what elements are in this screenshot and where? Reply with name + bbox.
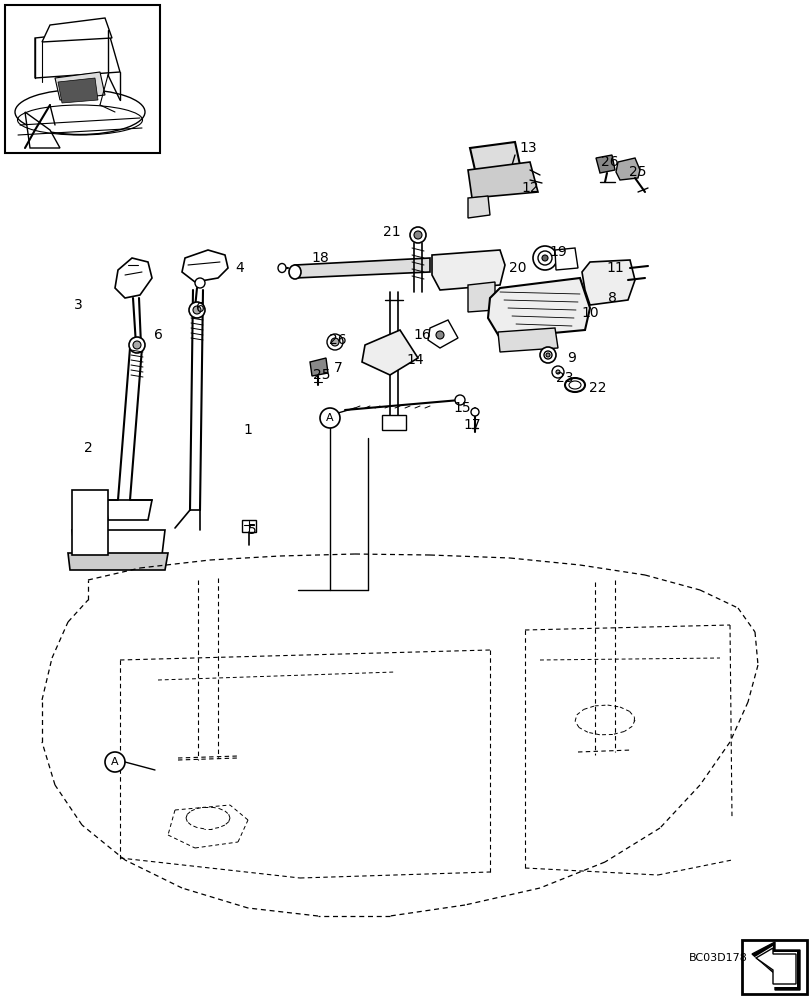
Text: 2: 2: [84, 441, 92, 455]
Text: 14: 14: [406, 353, 423, 367]
Ellipse shape: [289, 265, 301, 279]
Circle shape: [331, 338, 338, 346]
Polygon shape: [554, 248, 577, 270]
Polygon shape: [115, 258, 152, 298]
Circle shape: [543, 351, 551, 359]
Polygon shape: [105, 500, 152, 520]
Circle shape: [538, 251, 551, 265]
Polygon shape: [35, 30, 120, 78]
Polygon shape: [68, 553, 168, 570]
Polygon shape: [487, 278, 590, 338]
Circle shape: [551, 366, 564, 378]
Text: BC03D178: BC03D178: [688, 953, 746, 963]
Polygon shape: [72, 490, 108, 555]
Text: 19: 19: [548, 245, 566, 259]
Ellipse shape: [564, 378, 584, 392]
Text: A: A: [326, 413, 333, 423]
Polygon shape: [467, 282, 495, 312]
Text: 7: 7: [333, 361, 342, 375]
Text: 4: 4: [235, 261, 244, 275]
Ellipse shape: [15, 90, 145, 135]
Text: 12: 12: [521, 181, 539, 195]
Polygon shape: [581, 260, 634, 305]
Text: 16: 16: [413, 328, 431, 342]
Polygon shape: [467, 162, 538, 198]
Polygon shape: [242, 520, 255, 532]
Circle shape: [470, 408, 478, 416]
Text: 6: 6: [195, 301, 204, 315]
Polygon shape: [427, 320, 457, 348]
Text: 6: 6: [153, 328, 162, 342]
Circle shape: [556, 370, 560, 374]
Circle shape: [436, 331, 444, 339]
Circle shape: [414, 231, 422, 239]
Text: 8: 8: [607, 291, 616, 305]
Polygon shape: [294, 258, 430, 278]
Circle shape: [541, 255, 547, 261]
Circle shape: [539, 347, 556, 363]
Polygon shape: [751, 942, 799, 990]
Text: 1: 1: [243, 423, 252, 437]
Bar: [5, 5, 160, 153]
Polygon shape: [595, 155, 614, 173]
Polygon shape: [55, 72, 105, 100]
Text: 18: 18: [311, 251, 328, 265]
Text: 23: 23: [556, 371, 573, 385]
Text: 9: 9: [567, 351, 576, 365]
Circle shape: [195, 278, 204, 288]
Polygon shape: [467, 196, 489, 218]
Circle shape: [105, 752, 125, 772]
Polygon shape: [362, 330, 418, 375]
Polygon shape: [310, 358, 328, 376]
Polygon shape: [754, 946, 796, 987]
Polygon shape: [58, 78, 98, 103]
Ellipse shape: [569, 381, 581, 389]
Circle shape: [410, 227, 426, 243]
Circle shape: [189, 302, 204, 318]
Polygon shape: [182, 250, 228, 282]
Circle shape: [545, 353, 549, 357]
Text: 17: 17: [462, 418, 480, 432]
Text: 13: 13: [518, 141, 536, 155]
Circle shape: [133, 341, 141, 349]
Polygon shape: [72, 530, 165, 555]
Circle shape: [454, 395, 465, 405]
Polygon shape: [470, 142, 519, 170]
Text: A: A: [111, 757, 118, 767]
Text: 15: 15: [453, 401, 470, 415]
Circle shape: [327, 334, 342, 350]
Ellipse shape: [277, 263, 285, 272]
Text: 25: 25: [629, 165, 646, 179]
Polygon shape: [42, 18, 112, 42]
Text: 5: 5: [247, 523, 256, 537]
Circle shape: [532, 246, 556, 270]
Text: 26: 26: [328, 333, 346, 347]
Circle shape: [129, 337, 145, 353]
Text: 26: 26: [600, 155, 618, 169]
Text: 25: 25: [313, 368, 330, 382]
Polygon shape: [381, 415, 406, 430]
Polygon shape: [497, 328, 557, 352]
Text: 11: 11: [605, 261, 623, 275]
Text: 10: 10: [581, 306, 598, 320]
Polygon shape: [25, 112, 60, 148]
Circle shape: [193, 306, 201, 314]
Circle shape: [320, 408, 340, 428]
Text: 22: 22: [589, 381, 606, 395]
Bar: [741, 940, 806, 994]
Text: 20: 20: [508, 261, 526, 275]
Text: 21: 21: [383, 225, 401, 239]
Text: 3: 3: [74, 298, 82, 312]
Polygon shape: [616, 158, 639, 180]
Polygon shape: [431, 250, 504, 290]
